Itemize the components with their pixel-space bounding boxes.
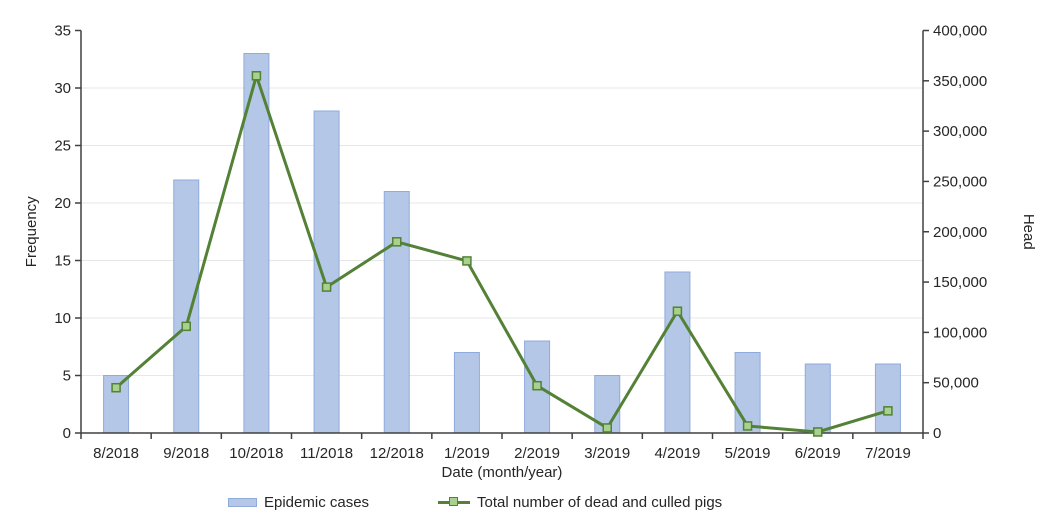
left-axis-tick-label: 35 bbox=[54, 23, 71, 40]
bar-5-2019 bbox=[734, 352, 761, 434]
x-tick-label: 11/2018 bbox=[300, 445, 353, 462]
legend-label-dead-culled-pigs: Total number of dead and culled pigs bbox=[477, 493, 723, 511]
bar-11-2018 bbox=[313, 110, 340, 434]
bar-10-2018 bbox=[243, 53, 270, 434]
x-tick-label: 7/2019 bbox=[865, 445, 911, 462]
x-tick-label: 10/2018 bbox=[229, 445, 283, 462]
right-axis-tick-label: 400,000 bbox=[933, 23, 987, 40]
right-axis-tick-label: 0 bbox=[933, 425, 941, 442]
left-axis-tick-label: 30 bbox=[54, 80, 71, 97]
marker-5-2019 bbox=[742, 421, 753, 431]
legend-item-dead-culled-pigs: Total number of dead and culled pigs bbox=[438, 493, 722, 511]
right-axis-tick-label: 200,000 bbox=[933, 224, 987, 241]
right-axis-tick-label: 50,000 bbox=[933, 375, 979, 392]
line-series bbox=[114, 74, 890, 434]
x-tick-label: 1/2019 bbox=[444, 445, 490, 462]
marker-10-2018 bbox=[251, 71, 262, 81]
legend-item-epidemic-cases: Epidemic cases bbox=[228, 493, 369, 511]
marker-8-2018 bbox=[111, 382, 121, 393]
bar-6-2019 bbox=[804, 363, 831, 434]
right-axis-tick-label: 250,000 bbox=[933, 173, 987, 190]
legend-label-epidemic-cases: Epidemic cases bbox=[264, 493, 370, 511]
bar-9-2018 bbox=[173, 179, 200, 434]
x-tick-label: 9/2018 bbox=[163, 445, 209, 462]
marker-4-2019 bbox=[672, 306, 683, 316]
left-axis-tick-label: 0 bbox=[63, 425, 71, 442]
bar-7-2019 bbox=[874, 363, 901, 434]
bar-series-swatch-icon bbox=[228, 497, 257, 507]
line-series-swatch-icon bbox=[438, 496, 470, 508]
marker-1-2019 bbox=[462, 256, 472, 266]
right-axis-tick-label: 150,000 bbox=[933, 274, 987, 291]
line-swatch-marker bbox=[449, 496, 458, 506]
x-tick-label: 4/2019 bbox=[654, 445, 700, 462]
x-tick-label: 2/2019 bbox=[514, 445, 560, 462]
left-axis-tick-label: 20 bbox=[54, 195, 71, 212]
left-axis-title: Frequency bbox=[23, 196, 40, 267]
bar-1-2019 bbox=[453, 352, 480, 434]
marker-3-2019 bbox=[602, 423, 612, 433]
marker-12-2018 bbox=[392, 237, 402, 247]
right-axis-tick-label: 100,000 bbox=[933, 324, 987, 341]
left-axis-tick-label: 10 bbox=[54, 310, 71, 327]
right-axis-tick-label: 300,000 bbox=[933, 123, 987, 140]
right-axis-tick-label: 350,000 bbox=[933, 73, 987, 90]
x-tick-label: 3/2019 bbox=[584, 445, 630, 462]
left-axis-tick-label: 25 bbox=[54, 138, 71, 155]
marker-7-2019 bbox=[883, 406, 893, 416]
marker-11-2018 bbox=[321, 282, 332, 292]
bar-12-2018 bbox=[383, 191, 410, 434]
marker-2-2019 bbox=[532, 380, 542, 391]
x-axis-title: Date (month/year) bbox=[442, 464, 563, 481]
right-axis-title: Head bbox=[1020, 214, 1037, 250]
x-tick-label: 8/2018 bbox=[93, 445, 139, 462]
x-tick-label: 12/2018 bbox=[370, 445, 424, 462]
x-tick-label: 6/2019 bbox=[795, 445, 841, 462]
bar-4-2019 bbox=[664, 271, 691, 434]
x-tick-label: 5/2019 bbox=[725, 445, 771, 462]
marker-9-2018 bbox=[181, 321, 191, 332]
left-axis-tick-label: 15 bbox=[54, 253, 71, 270]
left-axis-tick-label: 5 bbox=[63, 368, 71, 385]
marker-6-2019 bbox=[813, 427, 823, 437]
